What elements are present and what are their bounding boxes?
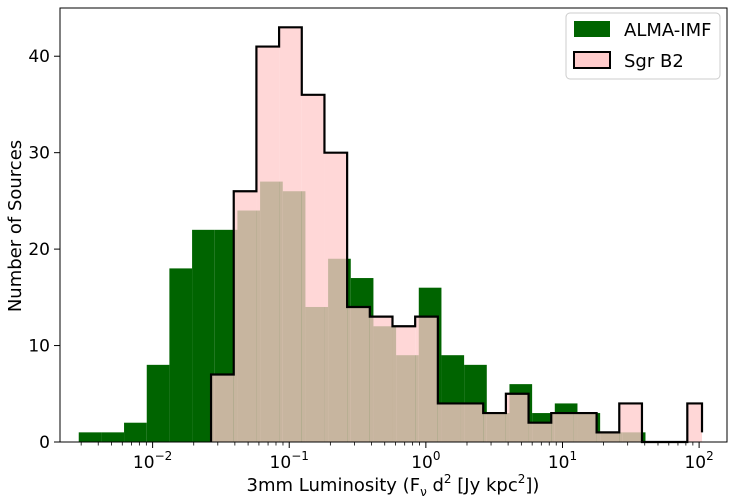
- alma-imf-bar: [78, 432, 102, 442]
- alma-imf-bar: [146, 364, 170, 442]
- legend: ALMA-IMF Sgr B2: [565, 12, 721, 80]
- sgr-b2-bar: [324, 152, 348, 442]
- alma-imf-bar: [169, 268, 193, 442]
- sgr-b2-bar: [596, 432, 620, 442]
- y-tick-label: 0: [39, 433, 50, 453]
- sgr-b2-bar: [415, 316, 438, 442]
- sgr-b2-outline: [209, 26, 704, 444]
- alma-imf-bar: [124, 422, 147, 442]
- legend-label-sgr-b2: Sgr B2: [624, 51, 684, 72]
- sgr-b2-bar: [619, 403, 642, 442]
- y-tick-label: 40: [28, 47, 50, 67]
- x-tick-label: 102: [684, 449, 713, 473]
- sgr-b2-bar: [551, 413, 574, 442]
- y-tick-label: 10: [28, 337, 50, 357]
- sgr-b2-bar: [211, 374, 234, 442]
- legend-swatch-sgr-b2: [573, 51, 611, 69]
- bars-layer: [78, 27, 703, 443]
- x-axis-label: 3mm Luminosity (Fν d2 [Jy kpc2]): [247, 472, 540, 499]
- y-axis-label: Number of Sources: [5, 140, 26, 312]
- sgr-b2-bar: [483, 413, 506, 442]
- sgr-b2-bar: [256, 46, 280, 442]
- sgr-b2-bar: [392, 326, 416, 442]
- legend-label-alma-imf: ALMA-IMF: [624, 20, 711, 41]
- alma-imf-bar: [192, 229, 215, 442]
- x-tick-label: 101: [548, 449, 577, 473]
- y-tick-label: 30: [28, 144, 50, 164]
- sgr-b2-bar: [369, 316, 393, 442]
- sgr-b2-bar: [505, 393, 529, 442]
- sgr-b2-bar: [460, 403, 484, 442]
- x-tick-label: 10−2: [133, 449, 172, 473]
- sgr-b2-bar: [573, 413, 597, 442]
- sgr-b2-bar: [279, 27, 302, 443]
- sgr-b2-bar: [437, 403, 461, 442]
- sgr-b2-bar: [528, 422, 552, 442]
- sgr-b2-bar: [347, 306, 370, 442]
- y-tick-label: 20: [28, 240, 50, 260]
- alma-imf-bar: [101, 432, 125, 442]
- sgr-b2-bar: [233, 191, 257, 442]
- x-tick-label: 10−1: [270, 449, 309, 473]
- plot-frame: [59, 7, 728, 443]
- sgr-b2-bar: [687, 403, 703, 442]
- legend-swatch-alma-imf: [574, 21, 610, 37]
- sgr-b2-bar: [301, 94, 325, 443]
- x-tick-label: 100: [411, 449, 440, 473]
